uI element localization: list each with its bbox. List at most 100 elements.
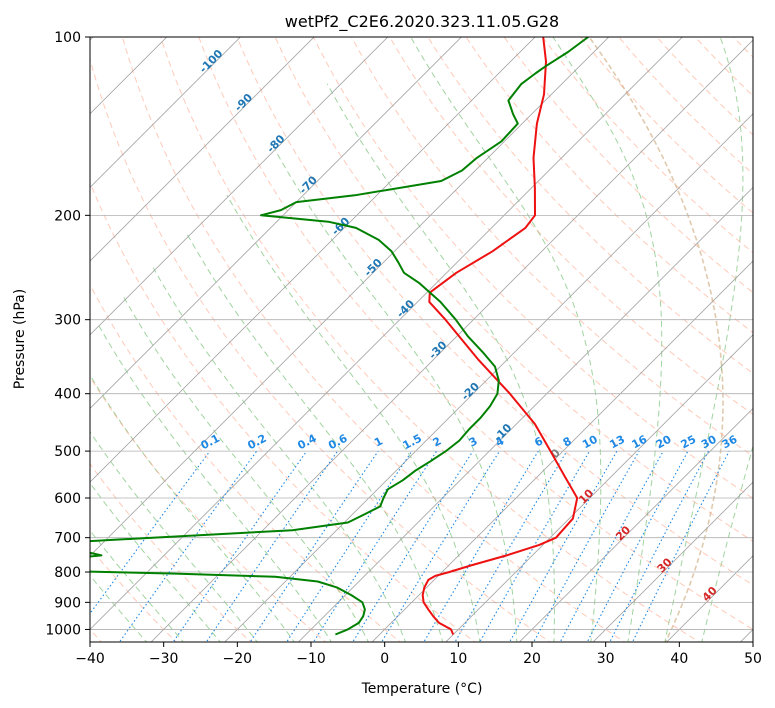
x-axis-label: Temperature (°C) — [361, 681, 483, 697]
x-tick-label: −30 — [149, 651, 179, 667]
mixing-ratio-line — [380, 450, 500, 642]
mixing-ratio-label: 13 — [607, 433, 627, 452]
mixing-ratio-line — [423, 450, 539, 642]
x-tick-label: 30 — [597, 651, 615, 667]
moist-adiabat-line — [226, 195, 481, 642]
isotherm-line — [90, 37, 536, 483]
y-tick-label: 100 — [54, 30, 81, 46]
mixing-ratio-label: 2 — [431, 434, 444, 449]
adiabat-label: 10 — [576, 486, 596, 506]
isotherm-line — [90, 37, 315, 262]
adiabat-label: -100 — [197, 47, 226, 76]
profile-series — [90, 37, 589, 636]
isotherm-line — [297, 186, 753, 642]
adiabat-label: -90 — [232, 91, 255, 114]
x-tick-label: 10 — [449, 651, 467, 667]
mixing-ratio-label: 6 — [532, 434, 545, 449]
y-tick-label: 200 — [54, 208, 81, 224]
dry-adiabat-line — [389, 37, 753, 416]
y-tick-label: 900 — [54, 595, 81, 611]
y-tick-label: 1000 — [45, 622, 81, 638]
adiabat-label: -50 — [362, 256, 385, 279]
mixing-ratio-label: 36 — [720, 433, 740, 452]
dry-adiabat-line — [579, 37, 753, 214]
skewed-isotherms — [90, 37, 753, 642]
dry-adiabat-line — [90, 181, 476, 642]
mixing-ratio-label: 1 — [372, 434, 385, 449]
mixing-ratio-line — [205, 450, 338, 642]
dry-adiabat-line — [465, 37, 753, 334]
adiabat-label: -30 — [426, 338, 449, 361]
isotherm-line — [371, 260, 753, 642]
dry-adiabat-line — [427, 37, 753, 374]
adiabat-label: -20 — [459, 380, 482, 403]
chart-title: wetPf2_C2E6.2020.323.11.05.G28 — [285, 12, 559, 32]
x-tick-label: −40 — [75, 651, 105, 667]
y-tick-label: 700 — [54, 531, 81, 547]
moist-adiabat-line — [186, 233, 444, 642]
moist-adiabat-line — [152, 267, 407, 642]
dry-adiabat-line — [350, 37, 753, 457]
mixing-ratio-line — [631, 450, 730, 642]
dewpoint-profile-line — [90, 37, 589, 636]
mixing-ratio-line — [118, 450, 258, 642]
dry-adiabat-line — [236, 37, 753, 586]
mixing-ratio-label: 0.2 — [245, 432, 268, 453]
thetae-curves — [588, 37, 724, 642]
dry-adiabats — [90, 24, 775, 645]
isotherm-line — [518, 407, 753, 642]
mixing-ratio-label: 30 — [699, 433, 719, 452]
y-axis-label: Pressure (hPa) — [12, 289, 28, 389]
isobar-grid — [90, 37, 753, 630]
dry-adiabat-line — [90, 463, 252, 642]
mixing-ratio-line — [559, 450, 664, 642]
adiabat-label: -40 — [394, 297, 417, 320]
dry-adiabat-line — [274, 37, 753, 542]
y-axis-ticks: 1000 900 800 700 600 500 400 300 200 100 — [45, 30, 90, 638]
mixing-ratio-line — [609, 450, 709, 642]
isotherm-line — [666, 555, 753, 642]
mixing-ratio-label: 1.5 — [401, 432, 424, 453]
moist-adiabat-line — [274, 149, 518, 642]
x-tick-label: −20 — [223, 651, 253, 667]
y-tick-label: 500 — [54, 444, 81, 460]
dry-adiabat-line — [541, 37, 753, 254]
y-tick-label: 600 — [54, 491, 81, 507]
mixing-ratio-label: 20 — [654, 433, 674, 452]
mixing-ratio-label: 25 — [679, 433, 699, 452]
temperature-profile-line — [421, 37, 579, 635]
mixing-ratio-label: 3 — [467, 434, 480, 449]
isotherm-line — [90, 37, 684, 631]
moist-adiabat-line — [326, 83, 555, 642]
isotherm-line — [739, 628, 753, 642]
mixing-ratio-line — [286, 450, 413, 642]
mixing-ratio-label: 0.1 — [199, 432, 222, 453]
moist-adiabat-line — [90, 430, 258, 642]
plot-frame — [89, 36, 754, 643]
dry-adiabat-line — [758, 24, 775, 645]
x-axis-ticks: −40 −30 −20 −10 0 10 20 30 40 50 — [75, 642, 762, 667]
dry-adiabat-line — [732, 37, 753, 58]
x-tick-label: 40 — [670, 651, 688, 667]
dry-adiabat-line — [656, 37, 753, 136]
mixing-ratio-line — [454, 450, 568, 642]
dry-adiabat-line — [312, 37, 753, 499]
mixing-ratio-line — [312, 450, 438, 642]
x-tick-label: 0 — [380, 651, 389, 667]
dry-adiabat-line — [198, 37, 753, 630]
dry-adiabat-line — [121, 37, 626, 642]
moist-adiabat-line — [97, 323, 332, 642]
adiabat-label: -80 — [264, 132, 287, 155]
adiabat-label: 20 — [613, 523, 633, 543]
thetae-curve — [588, 37, 724, 642]
mixing-ratio-line — [249, 450, 379, 642]
moist-adiabat-line — [90, 529, 185, 642]
mixing-ratio-line — [90, 450, 211, 615]
isotherm-line — [224, 113, 753, 642]
isotherm-line — [592, 481, 753, 642]
adiabat-label: -70 — [297, 173, 320, 196]
mixing-ratio-label: 10 — [580, 433, 600, 452]
mixing-ratio-line — [586, 450, 689, 642]
